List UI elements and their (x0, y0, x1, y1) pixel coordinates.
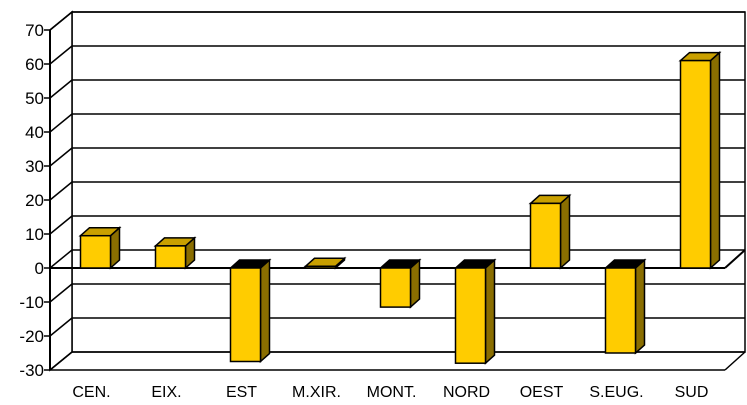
bar-side (484, 258, 496, 365)
gridline-side (49, 317, 73, 337)
x-category-label: CEN. (72, 384, 110, 401)
gridline-side (49, 249, 73, 269)
y-tick-label: 40 (25, 123, 44, 142)
x-category-label: OEST (520, 384, 564, 401)
gridline-side (49, 113, 73, 133)
x-category-label: EIX. (151, 384, 181, 401)
gridline-side (49, 181, 73, 201)
y-tick-label: 10 (25, 225, 44, 244)
y-tick-label: 70 (25, 21, 44, 40)
bar-side (559, 193, 571, 270)
bottom-edge-depth (724, 351, 746, 371)
bar (154, 245, 187, 269)
y-tick-label: -10 (19, 293, 44, 312)
x-category-label: S.EUG. (589, 384, 643, 401)
bar-side (709, 50, 721, 270)
bar (379, 267, 412, 308)
x-category-label: NORD (443, 384, 490, 401)
y-tick-label: 20 (25, 191, 44, 210)
bar (304, 265, 337, 269)
x-category-label: MONT. (367, 384, 417, 401)
gridline-side (49, 45, 73, 65)
bar-side (634, 258, 646, 355)
gridline-side (49, 283, 73, 303)
x-category-label: SUD (675, 384, 709, 401)
y-tick-label: 0 (35, 259, 44, 278)
gridline-side (49, 79, 73, 99)
gridline-side (49, 351, 73, 371)
bar (229, 267, 262, 363)
y-tick-label: 30 (25, 157, 44, 176)
bar-side (259, 258, 271, 364)
bar (79, 234, 112, 269)
y-tick-label: -20 (19, 327, 44, 346)
bar (604, 267, 637, 354)
gridline-side (49, 11, 73, 31)
zero-axis-depth (724, 249, 746, 269)
y-tick-label: 50 (25, 89, 44, 108)
bar (679, 59, 712, 269)
gridline-side (49, 147, 73, 167)
bar (454, 267, 487, 364)
y-tick-label: -30 (19, 361, 44, 380)
bar (529, 202, 562, 269)
x-category-label: M.XIR. (292, 384, 341, 401)
gridline-side (49, 215, 73, 235)
y-tick-label: 60 (25, 55, 44, 74)
x-category-label: EST (226, 384, 257, 401)
